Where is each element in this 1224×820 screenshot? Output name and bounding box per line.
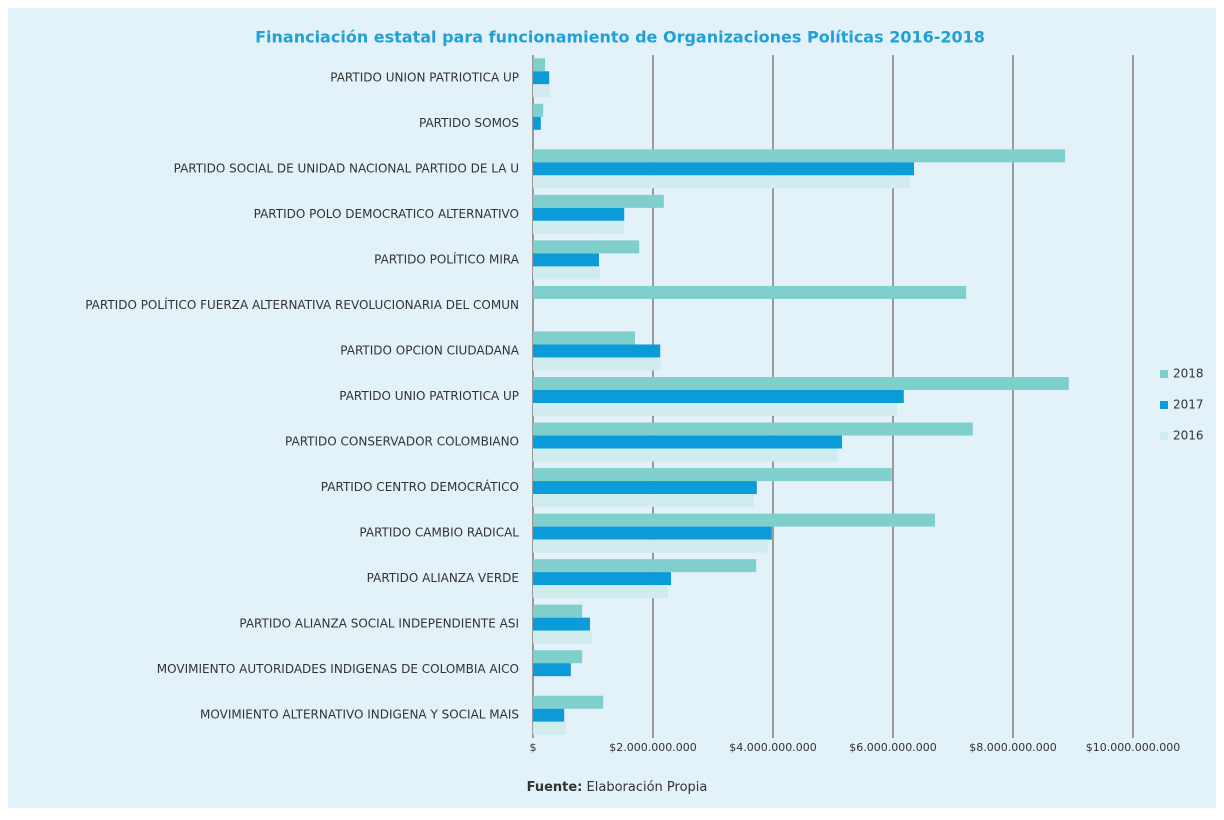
y-tick-label: PARTIDO CAMBIO RADICAL <box>359 526 519 540</box>
bar <box>533 58 545 72</box>
legend-label: 2018 <box>1173 367 1204 381</box>
legend-swatch <box>1160 432 1168 440</box>
bar <box>533 585 668 599</box>
legend-label: 2016 <box>1173 429 1204 443</box>
bar <box>533 162 914 176</box>
y-tick-label: PARTIDO POLÍTICO FUERZA ALTERNATIVA REVO… <box>85 297 519 312</box>
bar <box>533 116 541 130</box>
x-tick-label: $8.000.000.000 <box>969 741 1056 754</box>
y-tick-label: PARTIDO SOCIAL DE UNIDAD NACIONAL PARTID… <box>174 161 519 175</box>
y-tick-label: PARTIDO POLÍTICO MIRA <box>374 251 520 266</box>
bar <box>533 220 625 234</box>
bar <box>533 390 904 403</box>
bar <box>533 403 898 416</box>
bar <box>533 435 842 449</box>
bar <box>533 630 592 644</box>
source-note: Fuente: Elaboración Propia <box>527 780 708 795</box>
x-tick-label: $ <box>530 741 537 754</box>
y-tick-label: MOVIMIENTO AUTORIDADES INDIGENAS DE COLO… <box>157 662 519 676</box>
bar <box>533 663 571 677</box>
bar <box>533 377 1069 390</box>
bar <box>533 513 935 527</box>
bar <box>533 721 566 735</box>
bar <box>533 708 565 722</box>
bar <box>533 240 640 254</box>
bar <box>533 604 583 618</box>
bar <box>533 253 599 267</box>
bar <box>533 481 757 495</box>
bar <box>533 357 661 371</box>
bar <box>533 331 635 345</box>
bar <box>533 617 590 631</box>
bar <box>533 84 550 98</box>
source-label: Fuente: <box>527 780 583 795</box>
bar <box>533 71 550 85</box>
y-tick-label: PARTIDO POLO DEMOCRATICO ALTERNATIVO <box>254 207 519 221</box>
y-tick-label: PARTIDO ALIANZA SOCIAL INDEPENDIENTE ASI <box>239 617 519 631</box>
bar <box>533 539 769 553</box>
bar <box>533 344 661 358</box>
legend-swatch <box>1160 370 1168 378</box>
source-text: Elaboración Propia <box>587 780 708 795</box>
y-tick-label: PARTIDO UNION PATRIOTICA UP <box>330 70 519 84</box>
bar <box>533 103 544 117</box>
bar <box>533 285 967 299</box>
y-tick-label: PARTIDO UNIO PATRIOTICA UP <box>339 389 519 403</box>
bar <box>533 650 583 664</box>
bar <box>533 526 772 540</box>
bar <box>533 448 838 462</box>
bar <box>533 207 625 221</box>
bar <box>533 175 910 189</box>
bar <box>533 695 604 709</box>
bar <box>533 494 754 508</box>
bar <box>533 149 1066 163</box>
bar <box>533 468 892 482</box>
y-tick-label: PARTIDO CONSERVADOR COLOMBIANO <box>285 435 519 449</box>
y-tick-label: PARTIDO SOMOS <box>419 116 519 130</box>
chart-title: Financiación estatal para funcionamiento… <box>255 28 985 47</box>
x-tick-label: $4.000.000.000 <box>729 741 816 754</box>
y-tick-label: PARTIDO CENTRO DEMOCRÁTICO <box>321 479 519 494</box>
legend-label: 2017 <box>1173 398 1204 412</box>
legend-swatch <box>1160 401 1168 409</box>
x-tick-label: $6.000.000.000 <box>849 741 936 754</box>
bar <box>533 559 757 573</box>
bar <box>533 422 973 436</box>
bar <box>533 266 601 280</box>
bar <box>533 194 664 208</box>
x-tick-label: $10.000.000.000 <box>1086 741 1180 754</box>
y-tick-label: PARTIDO ALIANZA VERDE <box>367 571 519 585</box>
bar <box>533 572 671 586</box>
y-tick-label: MOVIMIENTO ALTERNATIVO INDIGENA Y SOCIAL… <box>200 708 519 722</box>
y-tick-label: PARTIDO OPCION CIUDADANA <box>340 343 520 357</box>
x-tick-label: $2.000.000.000 <box>609 741 696 754</box>
